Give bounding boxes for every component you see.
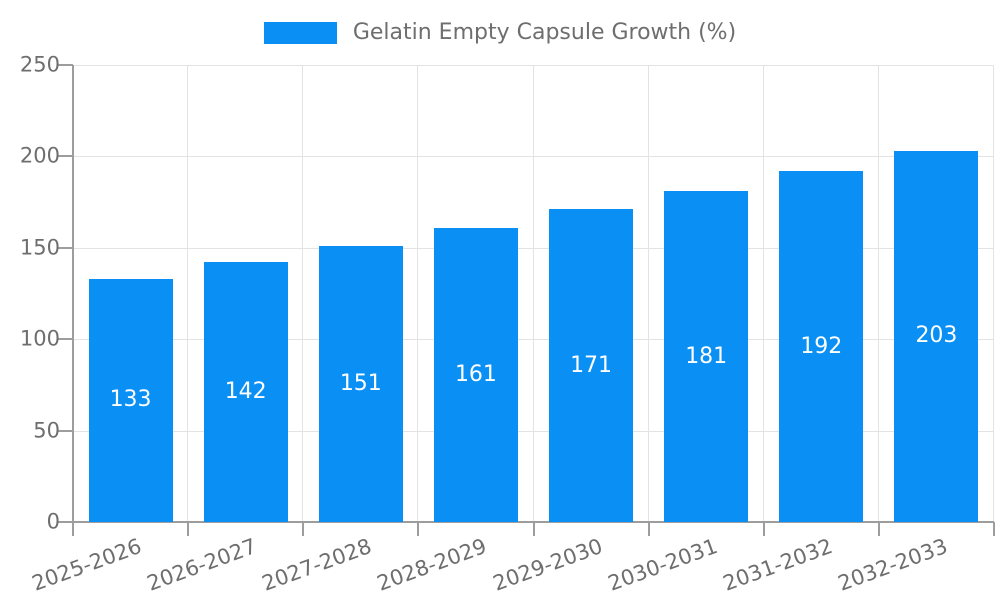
gridline-horizontal <box>73 65 994 66</box>
y-tick-label: 100 <box>19 326 60 351</box>
bar <box>433 227 518 522</box>
plot-area <box>73 65 994 522</box>
gridline-horizontal <box>73 339 994 341</box>
bar-value-label: 203 <box>915 323 958 349</box>
bar <box>318 245 403 522</box>
x-tick-label: 2030-2031 <box>604 534 721 596</box>
legend-label: Gelatin Empty Capsule Growth (%) <box>352 20 737 45</box>
bar <box>88 278 173 522</box>
gridline-vertical <box>762 65 764 522</box>
x-tick-label: 2027-2028 <box>259 534 376 596</box>
chart-legend[interactable]: Gelatin Empty Capsule Growth (%) <box>0 14 1000 52</box>
x-axis-tick <box>417 522 420 536</box>
gridline-vertical <box>532 65 534 522</box>
x-axis-tick <box>187 522 190 536</box>
bar <box>894 150 979 522</box>
x-axis-tick <box>72 522 74 536</box>
y-tick-label: 0 <box>46 509 60 534</box>
legend-swatch-icon <box>263 22 337 44</box>
y-tick-label: 200 <box>19 143 60 168</box>
gridline-vertical <box>993 65 994 522</box>
x-axis-tick <box>993 522 995 536</box>
gridline-vertical <box>417 65 419 522</box>
x-axis-line <box>72 521 994 523</box>
y-tick-label: 250 <box>19 52 60 77</box>
y-axis-tick <box>57 429 73 432</box>
bar <box>779 171 864 522</box>
bar <box>549 209 634 522</box>
y-axis-tick <box>57 338 73 341</box>
bar-value-label: 142 <box>224 379 267 405</box>
y-tick-label: 150 <box>19 235 60 260</box>
x-axis-tick <box>762 522 765 536</box>
x-axis-tick <box>877 522 880 536</box>
gridline-vertical <box>187 65 189 522</box>
x-tick-label: 2025-2026 <box>28 534 145 596</box>
gridline-vertical <box>302 65 304 522</box>
y-axis-line <box>72 65 74 523</box>
gridline-vertical <box>877 65 879 522</box>
gridline-horizontal <box>73 156 994 158</box>
bar <box>203 262 288 522</box>
y-tick-label: 50 <box>33 418 60 443</box>
y-axis-tick <box>57 64 73 66</box>
y-axis-tick <box>57 246 73 249</box>
y-axis-tick <box>57 155 73 158</box>
gridline-horizontal <box>73 247 994 249</box>
x-axis-tick <box>532 522 535 536</box>
x-axis-tick <box>647 522 650 536</box>
x-axis-tick <box>302 522 305 536</box>
bar-value-label: 161 <box>454 361 497 387</box>
x-tick-label: 2032-2033 <box>834 534 951 596</box>
x-tick-label: 2029-2030 <box>489 534 606 596</box>
x-tick-label: 2026-2027 <box>144 534 260 596</box>
x-tick-label: 2028-2029 <box>374 534 491 596</box>
y-axis-tick <box>57 521 73 523</box>
bar <box>664 191 749 522</box>
gridline-horizontal <box>73 430 994 432</box>
bar-value-label: 171 <box>570 352 613 378</box>
bar-value-label: 133 <box>109 387 152 413</box>
gridline-vertical <box>647 65 649 522</box>
bar-value-label: 151 <box>339 370 382 396</box>
bar-value-label: 181 <box>685 343 728 369</box>
x-tick-label: 2031-2032 <box>719 534 836 596</box>
bar-value-label: 192 <box>800 333 843 359</box>
